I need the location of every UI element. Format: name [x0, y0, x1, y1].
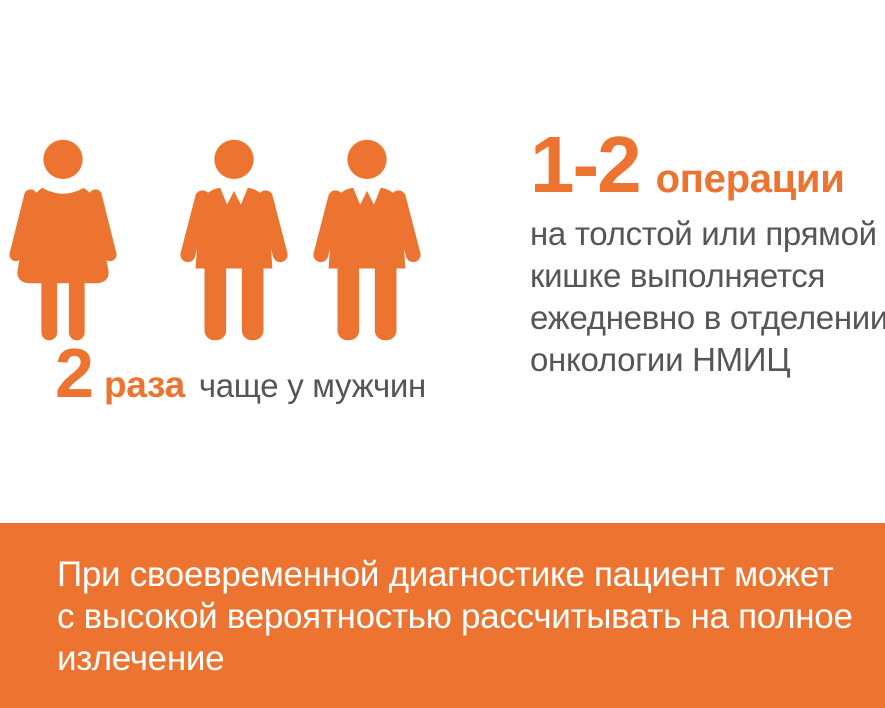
stat-operations-unit: операции [655, 157, 845, 201]
stat-men-frequency-caption: чаще у мужчин [198, 367, 426, 404]
stat-operations-description-line: онкологии НМИЦ [530, 341, 791, 378]
stat-operations-description: на толстой или прямой кишке выполняется … [530, 213, 885, 381]
stat-men-frequency: 2 раза чаще у мужчин [55, 338, 426, 408]
bottom-banner: При своевременной диагностике пациент мо… [0, 523, 885, 708]
bottom-banner-line: излечение [57, 639, 225, 678]
man-figure-icon [175, 137, 293, 342]
stat-operations-value: 1-2 [530, 120, 642, 209]
woman-figure-icon [4, 137, 122, 342]
stat-operations-headline: 1-2 операции [530, 125, 845, 205]
stat-operations-description-line: кишке выполняется [530, 257, 826, 294]
bottom-banner-message: При своевременной диагностике пациент мо… [57, 554, 853, 680]
stat-operations-description-line: ежедневно в отделении [530, 299, 885, 336]
stat-men-frequency-unit: раза [103, 364, 185, 405]
bottom-banner-line: При своевременной диагностике пациент мо… [57, 555, 834, 594]
stat-men-frequency-value: 2 [55, 334, 94, 412]
man-figure-icon [308, 137, 426, 342]
stat-operations-description-line: на толстой или прямой [530, 215, 877, 252]
bottom-banner-line: с высокой вероятностью рассчитывать на п… [57, 597, 853, 636]
